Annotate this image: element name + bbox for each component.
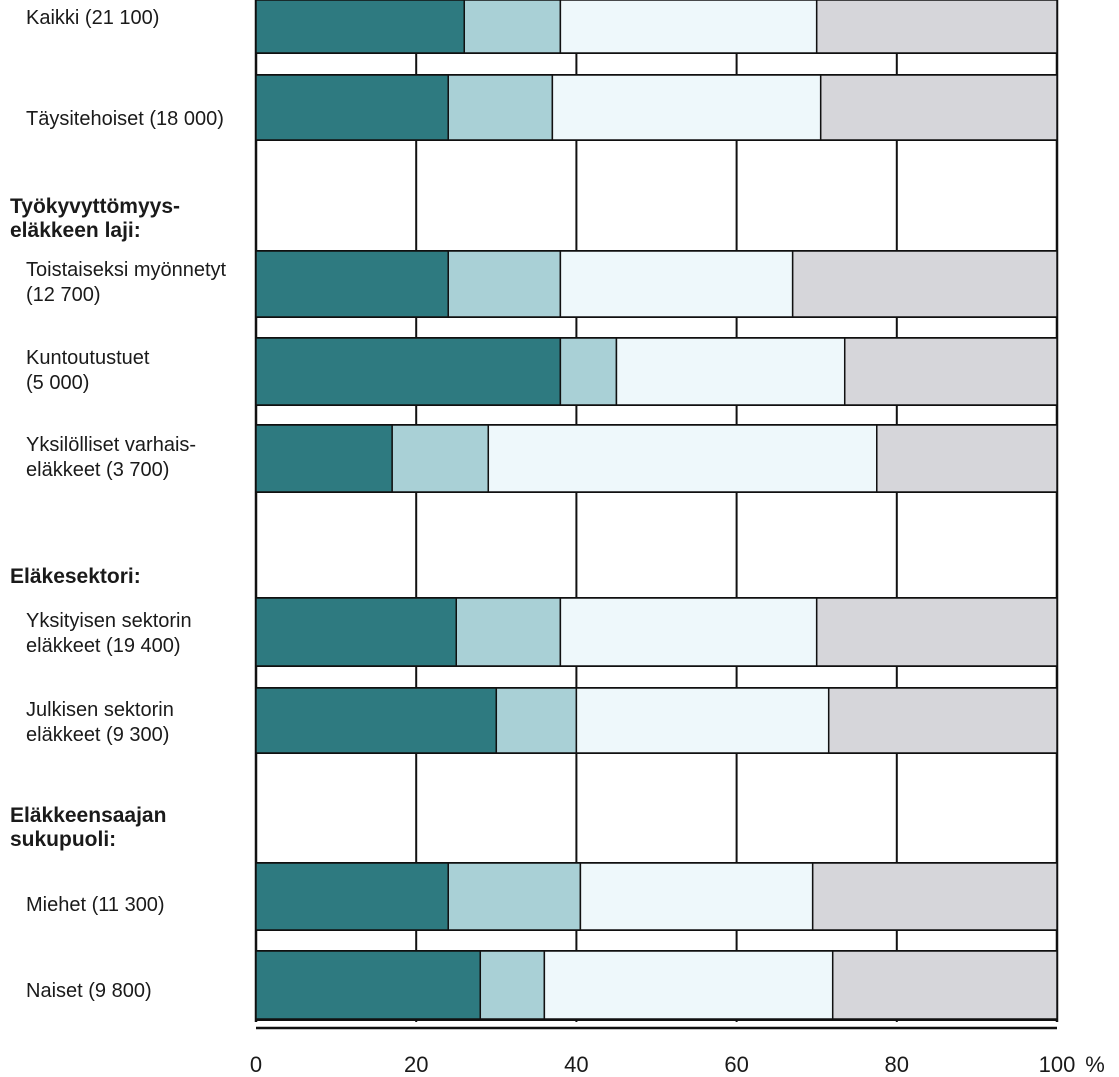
x-tick-label: 20 [404, 1052, 428, 1077]
x-tick-label: 0 [250, 1052, 262, 1077]
group-heading: sukupuoli: [10, 828, 116, 851]
bar-segment [255, 862, 449, 931]
bar-segment [615, 337, 846, 406]
x-axis: % 0 20 40 60 80 100 [250, 1052, 1105, 1077]
bar-segment [551, 74, 822, 141]
category-label: Yksilölliset varhais- [26, 434, 196, 456]
category-label: eläkkeet (19 400) [26, 635, 181, 657]
category-label: Miehet (11 300) [26, 894, 165, 916]
bar-segment [447, 862, 582, 931]
category-label: eläkkeet (3 700) [26, 459, 169, 481]
bar-segment [255, 687, 498, 754]
category-label: Toistaiseksi myönnetyt [26, 259, 227, 281]
category-label-layer: Kaikki (21 100) Täysitehoiset (18 000) Työ… [10, 7, 227, 1002]
group-heading: Työkyvyttömyys- [10, 195, 180, 218]
bar-segment [479, 950, 546, 1020]
group-heading: Eläkkeensaajan [10, 804, 166, 827]
group-heading: eläkkeen laji: [10, 219, 141, 242]
x-tick-label: 40 [564, 1052, 588, 1077]
bar-layer [255, 0, 1058, 1020]
x-axis-unit-label: % [1085, 1052, 1105, 1077]
bar-segment [575, 687, 830, 754]
bar-segment [255, 74, 449, 141]
bar-segment [559, 337, 618, 406]
category-label: eläkkeet (9 300) [26, 724, 169, 746]
bar-segment [447, 250, 562, 318]
category-label: (12 700) [26, 284, 101, 306]
group-heading: Eläkesektori: [10, 565, 141, 588]
x-tick-label: 100 [1039, 1052, 1076, 1077]
category-label: (5 000) [26, 372, 89, 394]
bar-segment [255, 424, 393, 493]
bar-segment [559, 250, 794, 318]
bar-segment [559, 0, 818, 54]
bar-segment [255, 250, 449, 318]
bar-segment [255, 950, 482, 1020]
bar-segment [876, 424, 1058, 493]
bar-segment [455, 597, 562, 667]
bar-segment [559, 597, 818, 667]
x-tick-label: 80 [885, 1052, 909, 1077]
bar-segment [579, 862, 814, 931]
bar-segment [791, 250, 1058, 318]
bar-segment [843, 337, 1058, 406]
bar-segment [811, 862, 1058, 931]
category-label: Julkisen sektorin [26, 699, 174, 721]
bar-segment [391, 424, 490, 493]
category-label: Naiset (9 800) [26, 980, 152, 1002]
bar-segment [495, 687, 578, 754]
bar-segment [543, 950, 834, 1020]
bar-segment [255, 0, 466, 54]
category-label: Kaikki (21 100) [26, 7, 159, 29]
bar-segment [819, 74, 1058, 141]
category-label: Täysitehoiset (18 000) [26, 108, 224, 130]
category-label: Kuntoutustuet [26, 347, 150, 369]
bar-segment [255, 597, 457, 667]
bar-segment [815, 597, 1058, 667]
bar-segment [827, 687, 1058, 754]
bar-segment [487, 424, 878, 493]
category-label: Yksityisen sektorin [26, 610, 192, 632]
bar-segment [815, 0, 1058, 54]
bar-segment [447, 74, 554, 141]
bar-segment [831, 950, 1058, 1020]
bar-segment [255, 337, 562, 406]
bar-segment [463, 0, 562, 54]
x-tick-label: 60 [724, 1052, 748, 1077]
